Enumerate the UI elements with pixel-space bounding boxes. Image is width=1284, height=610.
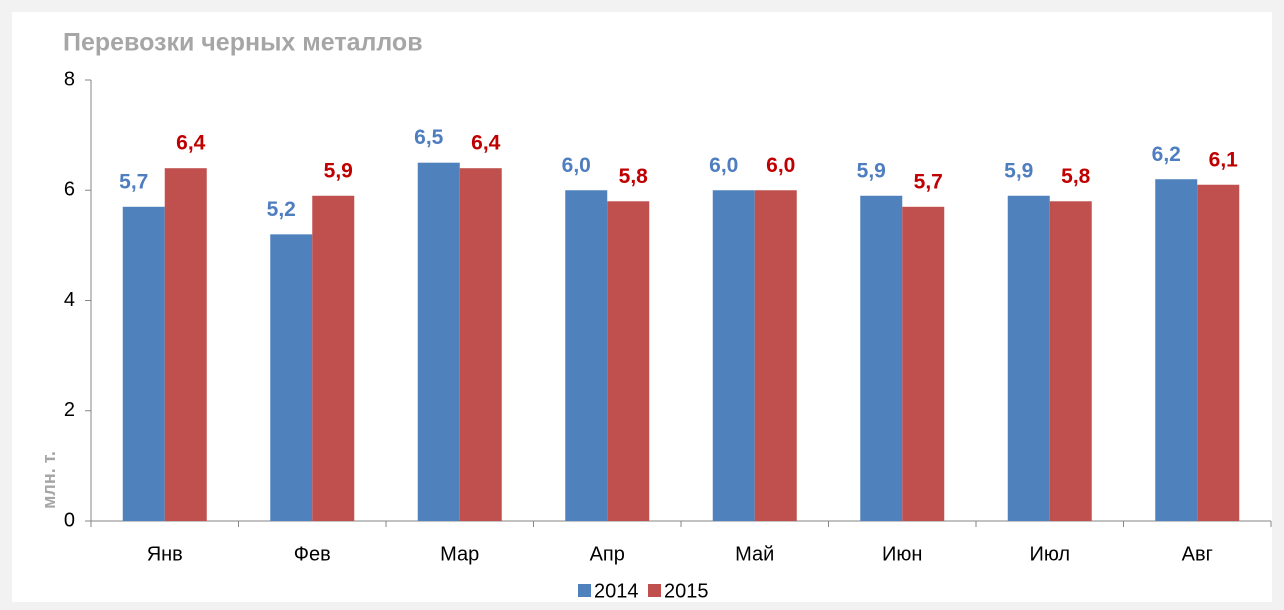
x-tick-label: Фев [294, 543, 331, 565]
bar [712, 190, 755, 521]
y-tick-label: 2 [64, 399, 75, 421]
bar [902, 206, 945, 521]
value-label: 5,9 [857, 159, 886, 182]
x-tick-label: Июл [1029, 543, 1070, 565]
bar [607, 201, 650, 521]
legend-swatch [578, 584, 591, 597]
x-tick-label: Май [735, 543, 774, 565]
y-tick-label: 6 [64, 179, 75, 201]
chart-title: Перевозки черных металлов [63, 29, 423, 57]
bar [459, 168, 502, 521]
x-tick-label: Июн [882, 543, 922, 565]
value-label: 5,8 [619, 165, 649, 188]
value-label: 5,9 [324, 159, 353, 182]
legend-swatch [648, 584, 661, 597]
bar [1197, 184, 1240, 522]
y-tick-label: 0 [64, 509, 75, 531]
bar [1155, 179, 1198, 521]
y-tick-label: 4 [64, 289, 75, 311]
y-tick-label: 8 [64, 68, 75, 90]
bar [754, 190, 797, 521]
value-label: 6,4 [176, 132, 206, 155]
bar [122, 206, 165, 521]
value-label: 6,1 [1209, 148, 1239, 171]
y-axis-label: млн. т. [39, 451, 59, 509]
value-label: 6,5 [414, 126, 444, 149]
value-label: 5,7 [119, 170, 148, 193]
value-label: 6,0 [562, 154, 591, 177]
legend-label: 2015 [664, 580, 709, 602]
x-tick-label: Янв [147, 543, 183, 565]
value-label: 5,8 [1061, 165, 1091, 188]
bar [164, 168, 207, 521]
value-label: 6,4 [471, 132, 501, 155]
x-tick-label: Апр [590, 543, 625, 565]
legend-label: 2014 [594, 580, 639, 602]
x-tick-label: Мар [440, 543, 479, 565]
bar [270, 234, 313, 521]
bar [312, 195, 355, 521]
bar [1049, 201, 1092, 521]
x-tick-label: Авг [1182, 543, 1213, 565]
bar [417, 162, 460, 521]
value-label: 6,2 [1152, 143, 1181, 166]
value-label: 6,0 [766, 154, 795, 177]
bar [1007, 195, 1050, 521]
value-label: 5,7 [914, 170, 943, 193]
value-label: 5,9 [1004, 159, 1033, 182]
bar [565, 190, 608, 521]
value-label: 6,0 [709, 154, 738, 177]
bar [860, 195, 903, 521]
value-label: 5,2 [267, 198, 296, 221]
